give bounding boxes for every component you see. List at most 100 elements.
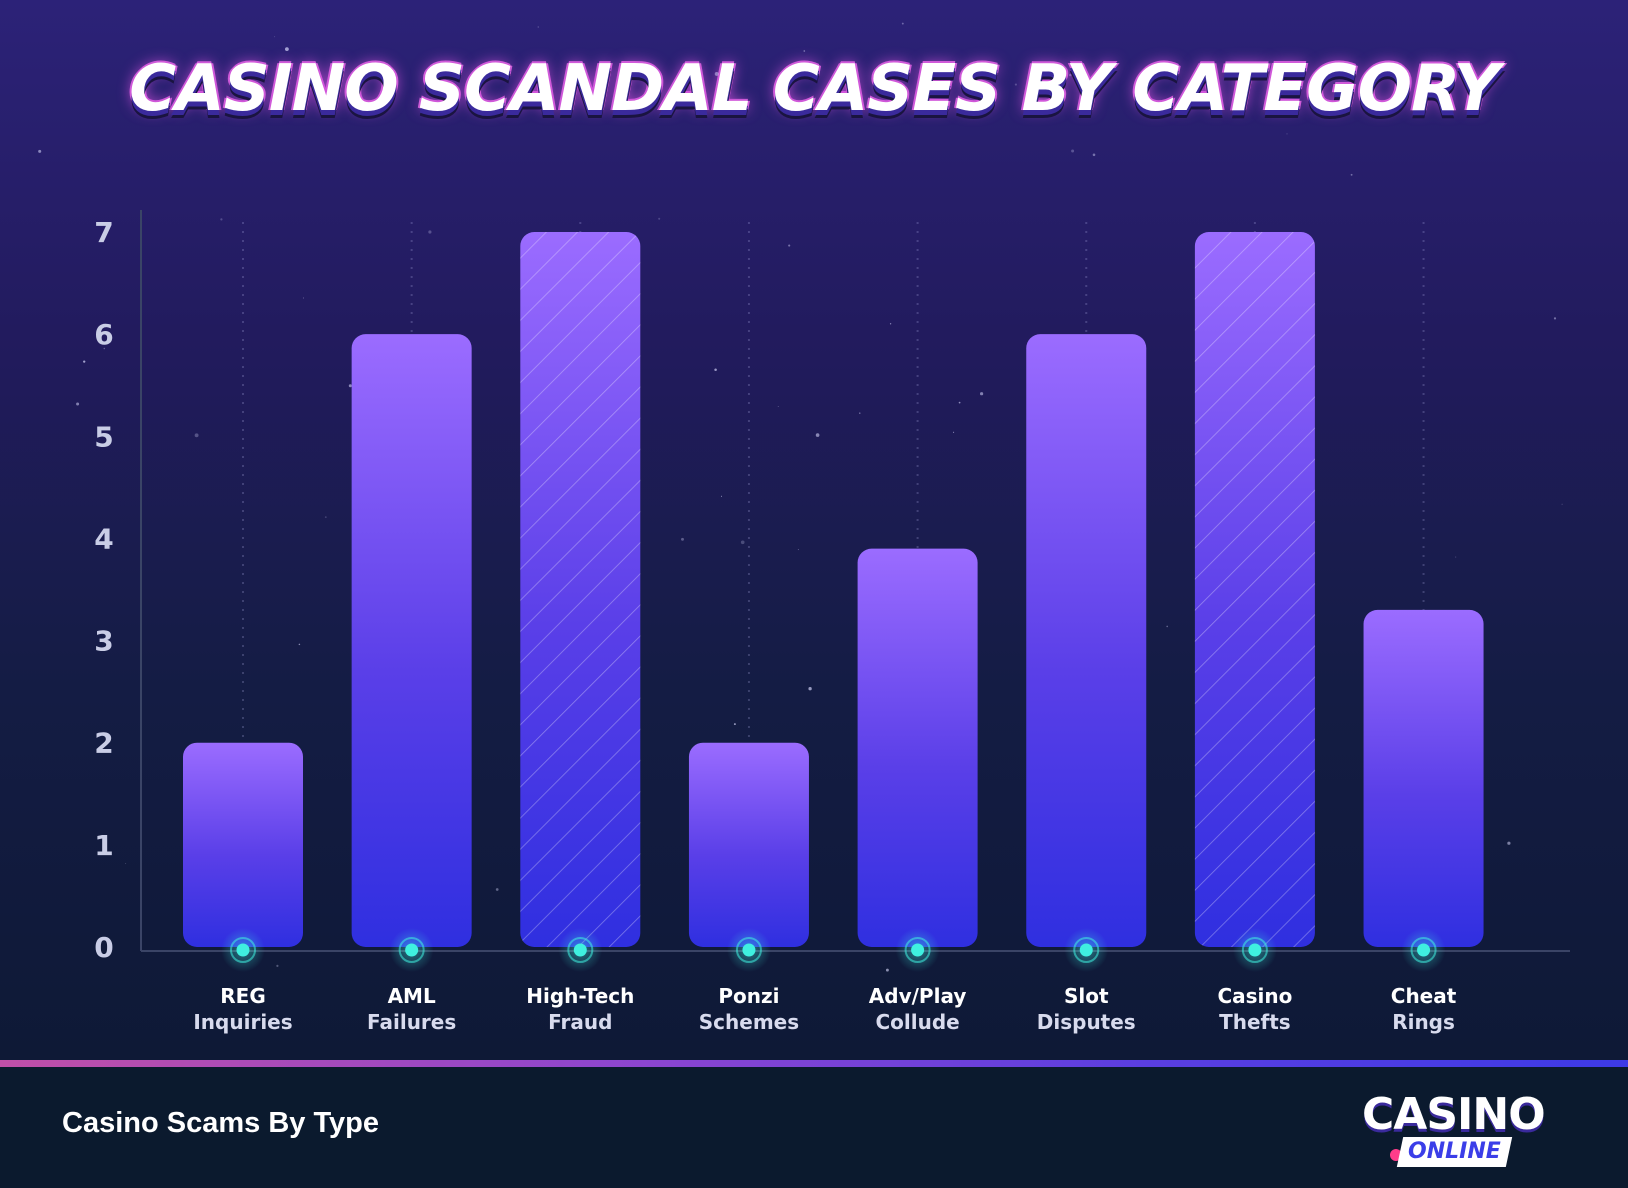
x-tick-label: AML	[388, 984, 436, 1008]
marker-ring	[567, 937, 594, 963]
logo-subtext: ONLINE	[1408, 1139, 1501, 1164]
star	[38, 149, 42, 153]
marker-dot	[405, 943, 419, 957]
star	[797, 549, 799, 551]
star	[740, 540, 745, 545]
star	[298, 643, 301, 646]
marker-ring	[904, 937, 931, 963]
star	[103, 347, 106, 350]
x-tick-label: REG	[220, 984, 265, 1008]
x-tick-label: Casino	[1217, 984, 1292, 1008]
star	[428, 230, 432, 234]
star	[274, 36, 276, 38]
marker-dot	[1079, 943, 1093, 957]
marker-ring	[735, 937, 762, 963]
footer-caption: Casino Scams By Type	[62, 1107, 379, 1139]
marker-dot	[236, 943, 250, 957]
star	[1553, 317, 1557, 320]
star	[889, 323, 892, 325]
marker-ring	[230, 937, 256, 963]
star	[76, 402, 80, 406]
star	[220, 218, 223, 221]
star	[324, 516, 327, 518]
bar	[688, 742, 809, 947]
star	[1561, 503, 1563, 505]
y-tick-label: 6	[94, 318, 113, 351]
star	[348, 384, 352, 388]
brand-logo: CASINO ONLINE	[1360, 1089, 1570, 1169]
star	[1014, 83, 1017, 86]
star	[958, 401, 961, 404]
marker-dot	[573, 943, 587, 957]
bar	[351, 334, 472, 948]
chart-title: CASINO SCANDAL CASES BY CATEGORY	[129, 52, 1500, 126]
y-tick-label: 2	[94, 727, 113, 760]
x-tick-label: Thefts	[1219, 1010, 1291, 1034]
y-axis-ticks: 0 1 2 3 4 5 6 7	[94, 216, 113, 964]
star	[859, 412, 861, 414]
star	[1507, 841, 1511, 845]
marker-dot	[911, 943, 925, 957]
bar-markers	[221, 928, 1446, 972]
star	[83, 360, 86, 363]
y-tick-label: 1	[94, 829, 113, 862]
star	[194, 433, 199, 438]
star	[885, 968, 889, 972]
marker-dot	[1248, 943, 1262, 957]
star	[302, 297, 304, 299]
x-tick-label: Adv/Play	[869, 984, 967, 1008]
star	[953, 431, 955, 433]
x-tick-label: Ponzi	[718, 984, 779, 1008]
star	[1286, 133, 1288, 135]
y-tick-label: 5	[94, 420, 113, 453]
star	[537, 26, 539, 28]
star	[125, 862, 127, 865]
star	[777, 405, 779, 407]
bar	[183, 742, 303, 947]
x-tick-label: Rings	[1392, 1010, 1455, 1034]
logo-wordmark: CASINO	[1362, 1089, 1546, 1140]
star	[1350, 173, 1353, 176]
bar	[857, 548, 978, 947]
x-tick-label: Schemes	[699, 1010, 799, 1034]
star	[276, 964, 279, 968]
star	[285, 47, 289, 51]
y-tick-label: 3	[94, 625, 113, 658]
star	[815, 433, 820, 437]
logo-badge: ONLINE	[1396, 1137, 1512, 1167]
star	[979, 392, 984, 396]
x-tick-label: Collude	[875, 1010, 959, 1034]
star	[714, 368, 717, 371]
bar	[1026, 334, 1147, 948]
marker-ring	[1410, 937, 1437, 963]
x-tick-label: Cheat	[1391, 984, 1457, 1008]
bar	[1363, 609, 1484, 947]
star	[681, 537, 684, 541]
bar-hatch	[1194, 232, 1315, 947]
marker-ring	[398, 937, 425, 963]
star	[1071, 149, 1075, 153]
star	[714, 71, 719, 76]
accent-divider	[0, 1060, 1628, 1067]
star	[901, 22, 904, 25]
bar-hatch	[520, 232, 641, 947]
x-tick-label: Inquiries	[193, 1010, 292, 1034]
marker-ring	[1073, 937, 1100, 963]
star	[1166, 625, 1169, 628]
star	[808, 687, 812, 691]
star	[720, 495, 723, 497]
star	[1455, 556, 1457, 558]
star	[1092, 153, 1096, 157]
y-tick-label: 0	[94, 931, 113, 964]
x-tick-label: Disputes	[1037, 1010, 1136, 1034]
star	[495, 888, 499, 891]
x-tick-label: Fraud	[548, 1010, 612, 1034]
footer: Casino Scams By Type CASINO ONLINE	[0, 1067, 1628, 1188]
star	[658, 217, 661, 220]
y-tick-label: 7	[94, 216, 113, 249]
marker-ring	[1241, 937, 1268, 963]
bars	[183, 232, 1484, 948]
